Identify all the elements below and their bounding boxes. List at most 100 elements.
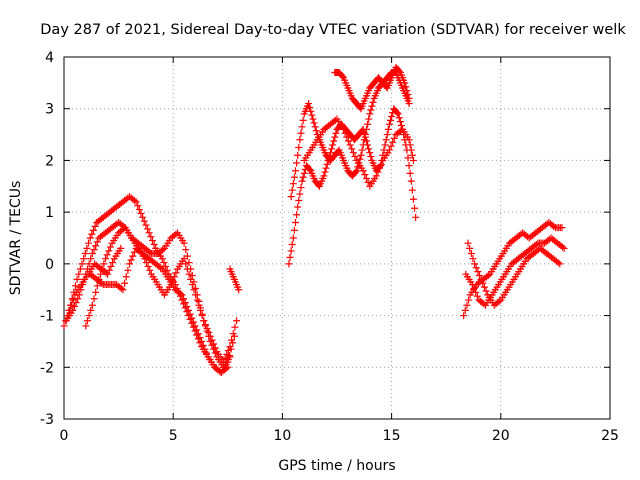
data-point-interp xyxy=(470,284,478,292)
data-point-interp xyxy=(130,197,138,205)
data-point-interp xyxy=(190,278,198,286)
data-point-interp xyxy=(68,301,76,309)
data-point-interp xyxy=(90,295,98,303)
data-point-interp xyxy=(407,146,415,154)
data-point-interp xyxy=(351,153,359,161)
data-point-interp xyxy=(137,209,145,217)
data-point-interp xyxy=(199,341,207,349)
data-point-interp xyxy=(341,129,349,137)
data-point-interp xyxy=(554,259,562,267)
data-point-interp xyxy=(382,136,390,144)
data-point-interp xyxy=(387,116,395,124)
data-point xyxy=(226,343,234,351)
data-point xyxy=(86,234,94,242)
x-tick-label: 0 xyxy=(60,428,69,444)
data-point xyxy=(359,167,367,175)
data-point xyxy=(132,198,140,206)
data-point-interp xyxy=(360,136,368,144)
data-point-interp xyxy=(404,154,412,162)
data-point-interp xyxy=(144,225,152,233)
data-point-interp xyxy=(140,217,148,225)
data-point-interp xyxy=(195,297,203,305)
data-point-interp xyxy=(472,264,480,272)
data-point-interp xyxy=(404,90,412,98)
data-point-interp xyxy=(311,123,319,131)
data-point xyxy=(191,322,199,330)
data-point-interp xyxy=(361,171,369,179)
data-point xyxy=(80,255,88,263)
data-point-interp xyxy=(467,250,475,258)
x-tick-label: 20 xyxy=(492,428,510,444)
data-point-interp xyxy=(366,149,374,157)
data-point-interp xyxy=(228,336,236,344)
data-point-interp xyxy=(469,255,477,263)
data-point xyxy=(385,146,393,154)
data-point xyxy=(88,250,96,258)
series-arc-f xyxy=(226,265,243,294)
data-point xyxy=(82,322,90,330)
data-point xyxy=(289,234,297,242)
data-point-interp xyxy=(293,159,301,167)
y-tick-label: 3 xyxy=(45,102,54,118)
data-point xyxy=(298,177,306,185)
data-point-interp xyxy=(81,250,89,258)
axis-ticks: 0 5 10 15 20 25 -3 -2 -1 0 1 2 3 4 xyxy=(40,50,619,444)
data-point-interp xyxy=(122,273,130,281)
data-point xyxy=(353,167,361,175)
data-point-interp xyxy=(299,116,307,124)
data-point-interp xyxy=(183,252,191,260)
data-point-interp xyxy=(312,127,320,135)
data-point xyxy=(294,203,302,211)
data-point-interp xyxy=(188,314,196,322)
data-point xyxy=(305,100,313,108)
data-point-interp xyxy=(395,67,403,75)
data-point-interp xyxy=(292,218,300,226)
data-point-interp xyxy=(76,265,84,273)
data-point-interp xyxy=(364,178,372,186)
data-point-interp xyxy=(193,326,201,334)
data-point-interp xyxy=(160,259,168,267)
data-point-interp xyxy=(389,138,397,146)
data-point-interp xyxy=(148,237,156,245)
data-point-interp xyxy=(201,345,209,353)
data-point-interp xyxy=(289,180,297,188)
data-point-interp xyxy=(480,300,488,308)
data-point-interp xyxy=(105,247,113,255)
data-point-interp xyxy=(222,365,230,373)
data-point-interp xyxy=(117,284,125,292)
data-point-interp xyxy=(338,72,346,80)
data-point-interp xyxy=(359,141,367,149)
data-point xyxy=(405,136,413,144)
data-point-interp xyxy=(150,240,158,248)
data-point xyxy=(460,312,468,320)
data-point xyxy=(372,172,380,180)
data-point xyxy=(361,131,369,139)
data-point-interp xyxy=(142,259,150,267)
data-point-interp xyxy=(103,251,111,259)
data-point-interp xyxy=(405,162,413,170)
data-point xyxy=(346,141,354,149)
data-point-interp xyxy=(93,282,101,290)
data-point-interp xyxy=(124,266,132,274)
data-point-interp xyxy=(120,225,128,233)
data-point xyxy=(73,275,81,283)
data-point xyxy=(126,260,134,268)
data-point xyxy=(412,213,420,221)
data-point xyxy=(187,265,195,273)
data-point-interp xyxy=(408,151,416,159)
data-point-interp xyxy=(208,341,216,349)
data-point xyxy=(145,229,153,237)
data-point-interp xyxy=(365,115,373,123)
data-point-interp xyxy=(192,284,200,292)
data-point xyxy=(558,224,566,232)
data-point-interp xyxy=(344,137,352,145)
data-point-interp xyxy=(298,123,306,131)
data-point-interp xyxy=(211,349,219,357)
data-point-interp xyxy=(472,288,480,296)
data-point-interp xyxy=(482,287,490,295)
data-point-interp xyxy=(369,98,377,106)
data-point-interp xyxy=(328,145,336,153)
data-point xyxy=(401,79,409,87)
data-point-interp xyxy=(69,296,77,304)
data-point-interp xyxy=(362,125,370,133)
